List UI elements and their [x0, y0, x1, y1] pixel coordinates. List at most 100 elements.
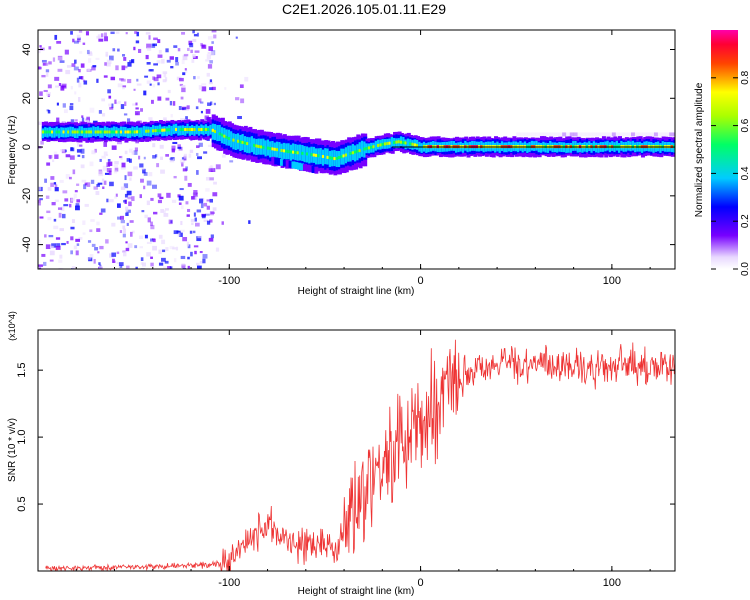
spectrogram-xtick-label: 100: [603, 275, 621, 287]
spectrogram-ridge-core: [227, 137, 231, 141]
spectrogram-ridge-core: [239, 140, 243, 144]
spectrogram-noise-cell: [81, 179, 87, 183]
spectrogram-noise-cell: [91, 66, 96, 71]
spectrogram-ridge-core: [381, 142, 385, 146]
spectrogram-ridge-core: [158, 128, 162, 132]
spectrogram-noise-cell: [73, 193, 77, 198]
spectrogram-noise-cell: [101, 155, 106, 159]
spectrogram-band-cell: [608, 132, 613, 137]
spectrogram-noise-cell: [158, 49, 162, 54]
spectrogram-noise-cell: [173, 258, 177, 263]
spectrogram-ridge-core: [280, 148, 284, 152]
spectrogram-noise-cell: [108, 103, 112, 107]
spectrogram-ridge-core: [172, 128, 176, 132]
spectrogram-band-cell: [554, 132, 559, 137]
spectrogram-ridge-core: [193, 128, 197, 132]
spectrogram-noise-cell: [134, 31, 138, 34]
spectrogram-noise-cell: [163, 266, 168, 269]
spectrogram-noise-cell: [94, 247, 99, 251]
spectrogram-ridge-core: [209, 128, 213, 132]
spectrogram-noise-cell: [184, 108, 190, 111]
spectrogram-noise-cell: [240, 98, 245, 104]
spectrogram-noise-cell: [82, 79, 86, 82]
spectrogram-noise-cell: [64, 198, 69, 202]
spectrogram-ridge-core: [53, 130, 57, 134]
spectrogram-noise-cell: [55, 245, 61, 250]
spectrogram-ridge-core: [94, 130, 98, 134]
snr-marks: [45, 339, 675, 571]
spectrogram-noise-cell: [99, 212, 103, 215]
spectrogram-ridge-core: [248, 142, 252, 146]
spectrogram-noise-cell: [177, 232, 181, 237]
spectrogram-noise-cell: [150, 238, 154, 242]
spectrogram-noise-cell: [88, 257, 93, 262]
spectrogram-noise-cell: [152, 143, 156, 148]
spectrogram-noise-cell: [98, 38, 104, 42]
spectrogram-noise-cell: [96, 221, 100, 226]
spectrogram-noise-cell: [123, 57, 127, 61]
spectrogram-band-cell: [550, 132, 555, 137]
spectrogram-noise-cell: [127, 61, 132, 67]
spectrogram-ridge-core: [250, 143, 254, 147]
spectrogram-noise-cell: [229, 160, 234, 163]
spectrogram-noise-cell: [106, 168, 112, 173]
spectrogram-band-cell: [634, 132, 639, 137]
spectrogram-noise-cell: [186, 105, 190, 110]
spectrogram-noise-cell: [129, 177, 132, 181]
spectrogram-noise-cell: [45, 244, 51, 250]
spectrogram-noise-cell: [56, 243, 61, 248]
spectrogram-noise-cell: [71, 197, 76, 201]
spectrogram-noise-cell: [82, 232, 86, 235]
spectrogram-ridge-core: [62, 130, 66, 134]
spectrogram-noise-cell: [116, 261, 119, 264]
spectrogram-noise-cell: [163, 213, 169, 217]
spectrogram-noise-cell: [45, 69, 50, 73]
spectrogram-ridge-core: [195, 128, 199, 132]
spectrogram-noise-cell: [76, 77, 80, 83]
spectrogram-noise-cell: [102, 186, 105, 189]
spectrogram-noise-cell: [169, 158, 175, 163]
spectrogram-noise-cell: [138, 48, 142, 53]
spectrogram-band-cell: [623, 132, 628, 137]
spectrogram-noise-cell: [55, 237, 61, 240]
spectrogram-ridge-core: [379, 143, 383, 147]
spectrogram-noise-cell: [39, 216, 44, 219]
spectrogram-noise-cell: [185, 116, 188, 120]
spectrogram-noise-cell: [180, 205, 184, 210]
spectrogram-noise-cell: [65, 69, 71, 75]
spectrogram-noise-cell: [112, 258, 115, 263]
spectrogram-noise-cell: [76, 142, 80, 147]
spectrogram-noise-cell: [185, 201, 189, 205]
spectrogram-ridge-core: [71, 130, 75, 134]
spectrogram-noise-cell: [200, 203, 204, 209]
spectrogram-ridge-core: [257, 145, 261, 149]
spectrogram-noise-cell: [124, 175, 127, 181]
spectrogram-noise-cell: [119, 265, 123, 268]
spectrogram-noise-cell: [79, 144, 83, 147]
spectrogram-noise-cell: [209, 219, 213, 223]
spectrogram-noise-cell: [54, 184, 58, 189]
spectrogram-noise-cell: [125, 247, 130, 252]
spectrogram-noise-cell: [211, 41, 214, 44]
spectrogram-noise-cell: [235, 97, 240, 101]
spectrogram-ridge-core: [236, 139, 240, 143]
spectrogram-noise-cell: [112, 260, 116, 263]
spectrogram-noise-cell: [78, 69, 81, 73]
snr-scale-label: (x10^4): [7, 311, 17, 341]
spectrogram-ridge-core: [397, 140, 401, 144]
spectrogram-noise-cell: [202, 254, 208, 259]
spectrogram-ridge-core: [202, 128, 206, 132]
spectrogram-ridge-core: [271, 147, 275, 151]
spectrogram-noise-cell: [184, 68, 187, 71]
spectrogram-noise-cell: [120, 166, 126, 170]
spectrogram-noise-cell: [166, 192, 171, 198]
spectrogram-noise-cell: [207, 102, 212, 106]
spectrogram-ridge-core: [213, 129, 217, 133]
spectrogram-noise-cell: [206, 199, 211, 202]
spectrogram-noise-cell: [215, 247, 220, 252]
spectrogram-noise-cell: [133, 88, 136, 91]
spectrogram-ridge-core: [255, 144, 259, 148]
spectrogram-noise-cell: [207, 64, 213, 69]
spectrogram-noise-cell: [52, 159, 55, 163]
spectrogram-ridge-core: [80, 130, 84, 134]
